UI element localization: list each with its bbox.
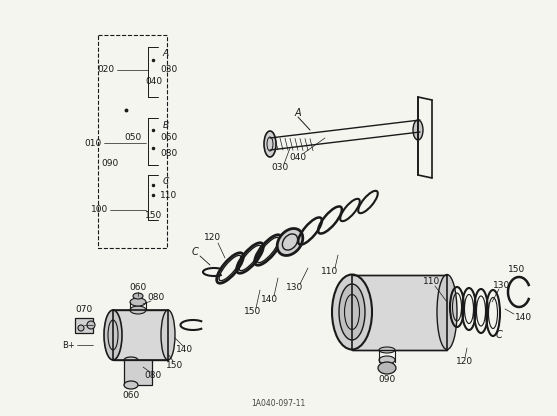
Text: 130: 130 bbox=[494, 280, 511, 290]
Text: 060: 060 bbox=[160, 133, 177, 141]
Bar bbox=[352, 275, 447, 350]
Ellipse shape bbox=[78, 325, 84, 331]
Ellipse shape bbox=[437, 275, 457, 349]
Text: 070: 070 bbox=[75, 305, 92, 314]
Text: 150: 150 bbox=[145, 210, 163, 220]
Text: 090: 090 bbox=[101, 158, 119, 168]
Ellipse shape bbox=[87, 321, 95, 329]
Text: 120: 120 bbox=[456, 357, 473, 366]
Ellipse shape bbox=[264, 131, 276, 157]
Text: 150: 150 bbox=[509, 265, 526, 273]
Text: 090: 090 bbox=[378, 376, 395, 384]
Text: 1A040-097-11: 1A040-097-11 bbox=[251, 399, 305, 409]
Text: B: B bbox=[163, 121, 169, 129]
Ellipse shape bbox=[124, 357, 138, 363]
Ellipse shape bbox=[378, 362, 396, 374]
Text: 020: 020 bbox=[98, 65, 115, 74]
Bar bbox=[113, 310, 168, 360]
Text: 080: 080 bbox=[144, 371, 162, 379]
Text: A: A bbox=[163, 49, 169, 57]
Ellipse shape bbox=[339, 284, 365, 340]
Text: 100: 100 bbox=[91, 206, 108, 215]
Bar bbox=[124, 360, 152, 385]
Ellipse shape bbox=[379, 356, 395, 364]
Text: 040: 040 bbox=[290, 153, 306, 161]
Text: 150: 150 bbox=[167, 361, 184, 369]
Ellipse shape bbox=[161, 310, 175, 360]
Text: 060: 060 bbox=[123, 391, 140, 399]
Text: 080: 080 bbox=[148, 294, 165, 302]
Text: 030: 030 bbox=[271, 163, 289, 173]
Text: 050: 050 bbox=[125, 133, 142, 141]
Text: 150: 150 bbox=[245, 307, 262, 317]
Text: 040: 040 bbox=[145, 77, 163, 87]
Text: 140: 140 bbox=[177, 346, 194, 354]
Text: C: C bbox=[192, 247, 198, 257]
Text: 110: 110 bbox=[321, 267, 339, 277]
Ellipse shape bbox=[277, 228, 303, 255]
Ellipse shape bbox=[332, 275, 372, 349]
Text: C: C bbox=[496, 330, 502, 340]
Ellipse shape bbox=[104, 310, 122, 360]
Ellipse shape bbox=[130, 298, 146, 306]
Ellipse shape bbox=[379, 347, 395, 353]
Ellipse shape bbox=[413, 120, 423, 140]
Ellipse shape bbox=[130, 306, 146, 314]
Text: 110: 110 bbox=[423, 277, 441, 287]
Ellipse shape bbox=[133, 293, 143, 299]
Text: 110: 110 bbox=[160, 191, 177, 200]
Text: 080: 080 bbox=[160, 149, 177, 158]
Text: 140: 140 bbox=[515, 312, 532, 322]
Text: 060: 060 bbox=[129, 283, 146, 292]
Text: 130: 130 bbox=[286, 283, 304, 292]
Text: 140: 140 bbox=[261, 295, 278, 305]
Text: 030: 030 bbox=[160, 65, 177, 74]
Text: 010: 010 bbox=[85, 139, 102, 148]
Text: A: A bbox=[295, 108, 301, 118]
Ellipse shape bbox=[124, 381, 138, 389]
Text: B+: B+ bbox=[62, 341, 75, 349]
Text: C: C bbox=[163, 178, 169, 186]
Bar bbox=[75, 318, 93, 333]
Text: 120: 120 bbox=[204, 233, 222, 242]
